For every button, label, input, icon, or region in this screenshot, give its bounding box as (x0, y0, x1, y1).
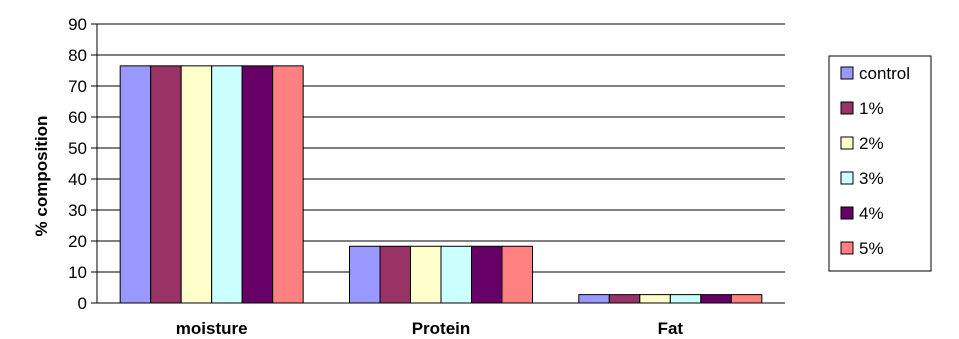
bar-moisture-1pct (150, 65, 182, 304)
legend-label: 3% (859, 169, 884, 188)
bars (119, 65, 763, 304)
legend-swatch (840, 101, 854, 115)
legend-box (828, 55, 932, 272)
y-tick-labels: 0 10 20 30 40 50 60 70 80 90 (68, 15, 87, 313)
y-tick-label: 60 (68, 108, 87, 127)
legend-label: 2% (859, 134, 884, 153)
bar-moisture-3pct (211, 65, 243, 304)
bar-moisture-control (119, 65, 152, 304)
bar-fat-1pct (608, 294, 641, 304)
bar-fat-5pct (730, 294, 763, 304)
x-category-label: Protein (412, 319, 471, 338)
bar-protein-2pct (410, 245, 442, 304)
legend-label: control (859, 64, 910, 83)
bar-protein-control (349, 245, 381, 304)
legend-swatch (840, 136, 854, 150)
bar-fat-2pct (639, 294, 671, 304)
bar-protein-5pct (501, 245, 533, 304)
legend-items: control 1% 2% 3% 4% 5% (840, 64, 910, 258)
legend-swatch (840, 206, 854, 220)
legend-swatch (840, 66, 854, 80)
x-category-label: moisture (176, 319, 248, 338)
y-tick-label: 40 (68, 170, 87, 189)
bar-moisture-4pct (241, 65, 274, 304)
y-tick-label: 10 (68, 263, 87, 282)
y-tick-label: 80 (68, 46, 87, 65)
y-tick-label: 20 (68, 232, 87, 251)
y-tick-label: 50 (68, 139, 87, 158)
bar-protein-1pct (379, 245, 411, 304)
y-tick-label: 70 (68, 77, 87, 96)
y-tick-label: 90 (68, 15, 87, 34)
legend-swatch (840, 241, 854, 255)
legend-swatch (840, 171, 854, 185)
legend-label: 1% (859, 99, 884, 118)
bar-moisture-5pct (272, 65, 304, 304)
legend-label: 4% (859, 204, 884, 223)
y-tick-label: 0 (78, 294, 87, 313)
bar-fat-4pct (700, 294, 732, 304)
bar-fat-control (578, 294, 610, 304)
axes (91, 23, 785, 304)
x-category-label: Fat (658, 319, 684, 338)
bar-protein-4pct (471, 245, 503, 304)
y-axis-title: % composition (32, 116, 51, 237)
bar-fat-3pct (669, 294, 702, 304)
legend-label: 5% (859, 239, 884, 258)
bar-protein-3pct (440, 245, 472, 304)
legend: control 1% 2% 3% 4% 5% (828, 55, 932, 272)
category-labels: moisture Protein Fat (176, 319, 684, 338)
bar-moisture-2pct (180, 65, 213, 304)
y-tick-label: 30 (68, 201, 87, 220)
